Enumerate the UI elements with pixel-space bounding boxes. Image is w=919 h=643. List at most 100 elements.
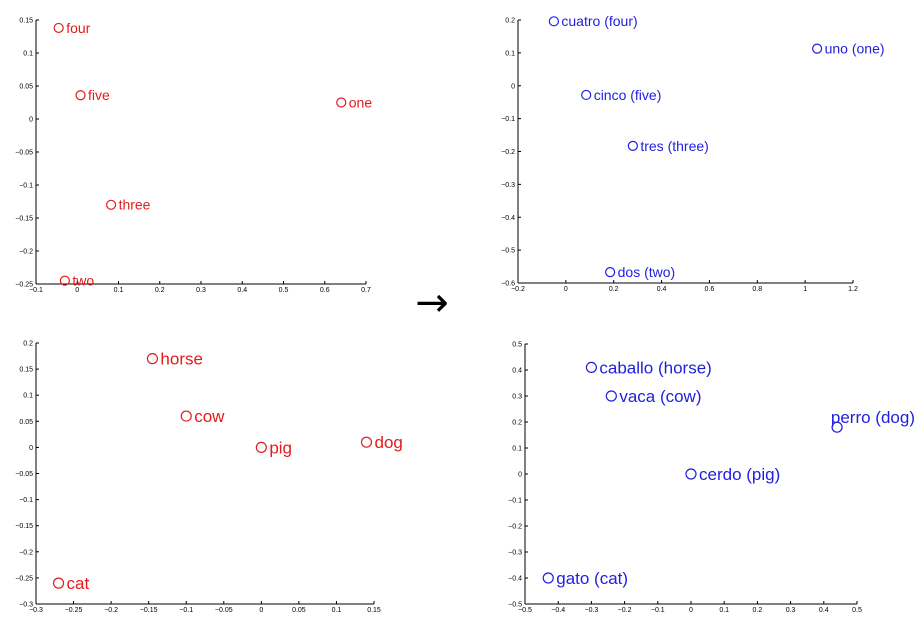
panel-spanish-numbers: −0.2 0 0.2 0.4 0.6 0.8 1 1.2 −0.6 −0.5 −0.4 −0.3 −0.… [501, 13, 884, 293]
y-tick-label: 0 [29, 445, 33, 452]
x-tick-label: −0.05 [215, 607, 233, 614]
y-tick-label: −0.25 [15, 575, 33, 582]
point-label: one [349, 94, 373, 110]
x-tick-label: −0.2 [104, 607, 118, 614]
point-label: horse [160, 350, 203, 369]
x-tick-label: −0.5 [518, 607, 532, 614]
x-tick-label: −0.2 [618, 607, 632, 614]
y-tick-label: 0.2 [512, 420, 522, 427]
point-label: vaca (cow) [619, 387, 701, 406]
x-tick-label: −0.4 [551, 607, 565, 614]
y-tick-label: −0.1 [501, 116, 515, 123]
panel-spanish-animals: −0.5 −0.4 −0.3 −0.2 −0.1 0 0.1 0.2 0.3 0.4 0.5 −0.5… [508, 342, 915, 615]
y-tick-label: −0.5 [508, 602, 522, 609]
y-tick-label: −0.3 [501, 182, 515, 189]
data-point [831, 421, 843, 433]
x-tick-label: −0.1 [179, 607, 193, 614]
data-point [360, 436, 373, 448]
y-tick-label: 0.3 [512, 394, 522, 401]
y-tick-label: 0.05 [19, 419, 33, 426]
y-tick-label: 0.2 [505, 18, 515, 25]
y-tick-label: −0.6 [501, 281, 515, 288]
x-tick-label: 0.15 [367, 607, 381, 614]
point-label: dog [374, 433, 402, 452]
y-tick-label: −0.2 [508, 524, 522, 531]
x-tick-label: 0.6 [320, 287, 330, 294]
panel-english-animals: −0.3 −0.25 −0.2 −0.15 −0.1 −0.05 0 0.05 0.1 0.15 −… [15, 341, 403, 615]
x-tick-label: 0.3 [786, 607, 796, 614]
y-tick-label: −0.25 [15, 282, 33, 289]
data-point [105, 199, 117, 210]
y-tick-label: −0.3 [508, 550, 522, 557]
data-point [75, 90, 86, 101]
y-tick-label: 0.4 [512, 368, 522, 375]
y-tick-label: −0.4 [501, 215, 515, 222]
point-label: pig [269, 438, 292, 457]
x-tick-label: 0.2 [155, 287, 165, 294]
y-tick-label: −0.3 [19, 602, 33, 609]
x-tick-label: 0.8 [752, 286, 762, 293]
y-tick-label: 0.1 [505, 50, 515, 57]
y-tick-label: −0.15 [15, 216, 33, 223]
y-tick-label: −0.2 [19, 549, 33, 556]
y-tick-label: 0.15 [19, 18, 33, 25]
x-tick-label: 1 [803, 286, 807, 293]
point-label: tres (three) [640, 138, 708, 154]
data-point [585, 361, 598, 373]
x-tick-label: 0 [564, 286, 568, 293]
x-tick-label: 0.4 [819, 607, 829, 614]
x-tick-label: 0.6 [705, 286, 715, 293]
x-tick-label: 0.2 [753, 607, 763, 614]
data-point [605, 267, 616, 278]
x-tick-label: 0.7 [361, 287, 371, 294]
point-label: perro (dog) [831, 408, 915, 427]
x-tick-label: −0.2 [511, 286, 525, 293]
data-point [542, 572, 554, 584]
x-tick-label: 0.5 [279, 287, 289, 294]
x-tick-label: 0.5 [852, 607, 862, 614]
point-label: two [72, 273, 94, 289]
y-tick-label: −0.5 [501, 248, 515, 255]
point-label: uno (one) [825, 41, 885, 57]
point-label: dos (two) [618, 264, 676, 280]
data-point [180, 410, 192, 422]
x-tick-label: 1.2 [848, 286, 858, 293]
y-tick-label: −0.1 [508, 498, 522, 505]
point-label: cuatro (four) [561, 13, 637, 29]
x-tick-label: −0.3 [584, 607, 598, 614]
x-tick-label: 0.4 [237, 287, 247, 294]
y-tick-label: 0.05 [19, 84, 33, 91]
x-tick-label: 0 [259, 607, 263, 614]
x-tick-label: 0 [689, 607, 693, 614]
data-point [627, 140, 638, 152]
y-tick-label: −0.05 [15, 150, 33, 157]
y-tick-label: −0.1 [19, 497, 33, 504]
y-tick-label: −0.05 [15, 471, 33, 478]
x-tick-label: 0.3 [196, 287, 206, 294]
point-label: cat [67, 574, 90, 593]
y-tick-label: −0.15 [15, 523, 33, 530]
x-tick-label: −0.1 [29, 287, 43, 294]
y-tick-label: 0 [511, 83, 515, 90]
data-point [812, 43, 823, 54]
point-label: cinco (five) [594, 87, 662, 103]
y-tick-label: 0.1 [512, 446, 522, 453]
data-point [336, 97, 347, 108]
y-tick-label: 0 [518, 472, 522, 479]
data-point [605, 390, 617, 402]
point-label: five [88, 87, 110, 103]
point-label: gato (cat) [556, 569, 628, 588]
y-tick-label: −0.1 [19, 183, 33, 190]
point-label: four [66, 20, 90, 36]
y-tick-label: 0.1 [23, 51, 33, 58]
translation-arrow: → [415, 280, 449, 326]
data-point [685, 468, 697, 480]
y-tick-label: 0.1 [23, 393, 33, 400]
y-tick-label: 0 [29, 117, 33, 124]
data-point [59, 275, 70, 286]
x-tick-label: −0.1 [651, 607, 665, 614]
x-tick-label: −0.25 [65, 607, 83, 614]
data-point [255, 441, 267, 453]
data-point [548, 16, 559, 27]
